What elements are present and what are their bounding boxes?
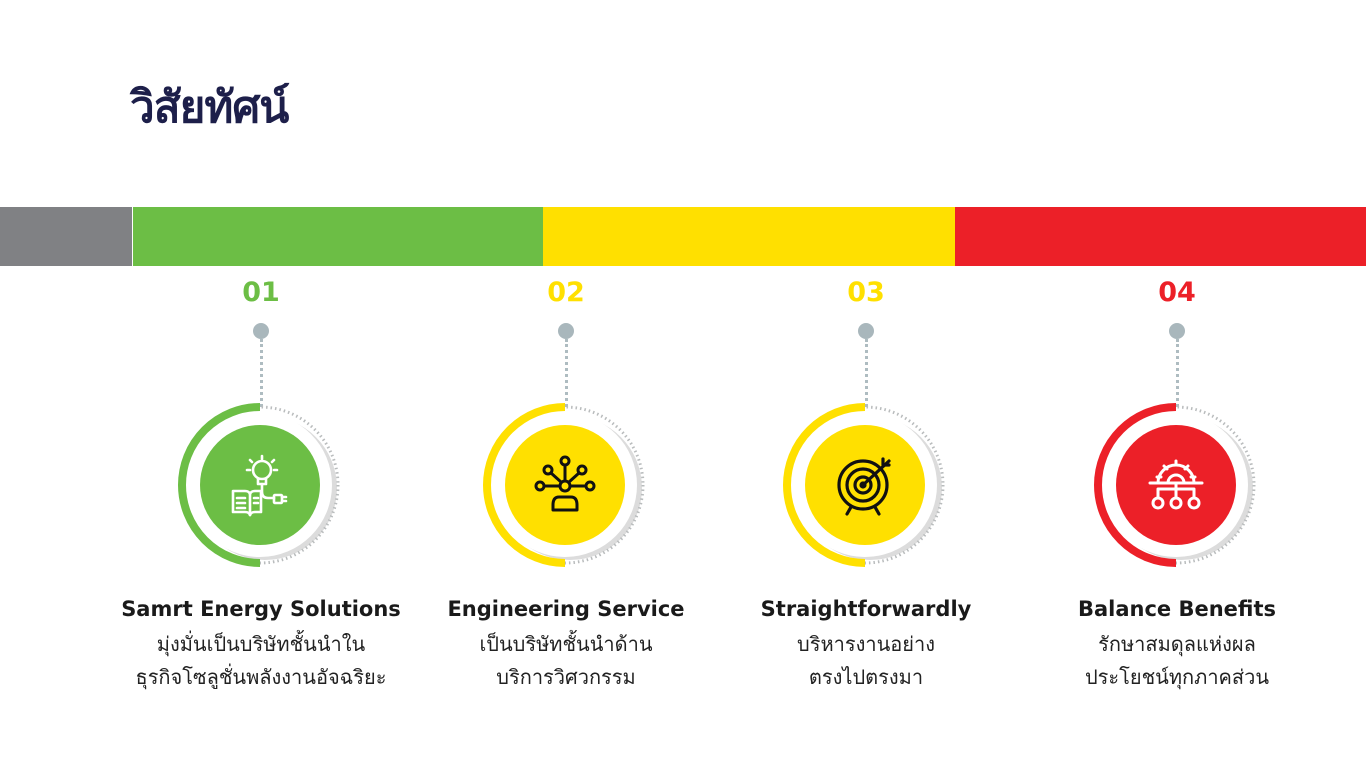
description-line: เป็นบริษัทชั้นนำด้าน xyxy=(479,632,653,656)
target-arrow-icon xyxy=(805,425,925,545)
step-description: รักษาสมดุลแห่งผล ประโยชน์ทุกภาคส่วน xyxy=(1027,628,1327,694)
color-band-gray xyxy=(0,207,132,266)
step-number: 04 xyxy=(1158,277,1196,308)
step-heading: Straightforwardly xyxy=(760,597,972,621)
description-line: ธุรกิจโซลูชั่นพลังงานอัจฉริยะ xyxy=(135,665,387,689)
lightbulb-book-plug-icon xyxy=(200,425,320,545)
step-badge xyxy=(483,403,647,567)
step-badge xyxy=(178,403,342,567)
step-heading: Balance Benefits xyxy=(1077,597,1277,621)
description-line: ประโยชน์ทุกภาคส่วน xyxy=(1084,665,1270,689)
gear-hierarchy-icon xyxy=(1116,425,1236,545)
network-hand-icon xyxy=(505,425,625,545)
description-line: บริการวิศวกรรม xyxy=(496,665,636,689)
step-number: 02 xyxy=(547,277,585,308)
page-title: วิสัยทัศน์ xyxy=(130,82,289,133)
step-description: บริหารงานอย่าง ตรงไปตรงมา xyxy=(716,628,1016,694)
step-number: 03 xyxy=(847,277,885,308)
step-badge xyxy=(783,403,947,567)
dotted-connector xyxy=(1176,339,1179,407)
step-description: มุ่งมั่นเป็นบริษัทชั้นนำใน ธุรกิจโซลูชั่… xyxy=(111,628,411,694)
color-band-yellow xyxy=(543,207,955,266)
description-line: มุ่งมั่นเป็นบริษัทชั้นนำใน xyxy=(156,632,366,656)
step-heading: Engineering Service xyxy=(447,597,685,621)
timeline-dot xyxy=(253,323,269,339)
description-line: บริหารงานอย่าง xyxy=(797,632,935,656)
timeline-dot xyxy=(1169,323,1185,339)
color-band-red xyxy=(955,207,1366,266)
dotted-connector xyxy=(565,339,568,407)
step-number: 01 xyxy=(242,277,280,308)
color-band-green xyxy=(133,207,543,266)
description-line: ตรงไปตรงมา xyxy=(808,665,924,689)
dotted-connector xyxy=(865,339,868,407)
step-description: เป็นบริษัทชั้นนำด้าน บริการวิศวกรรม xyxy=(416,628,716,694)
timeline-dot xyxy=(558,323,574,339)
step-badge xyxy=(1094,403,1258,567)
description-line: รักษาสมดุลแห่งผล xyxy=(1098,632,1256,656)
step-heading: Samrt Energy Solutions xyxy=(121,597,401,621)
timeline-dot xyxy=(858,323,874,339)
dotted-connector xyxy=(260,339,263,407)
